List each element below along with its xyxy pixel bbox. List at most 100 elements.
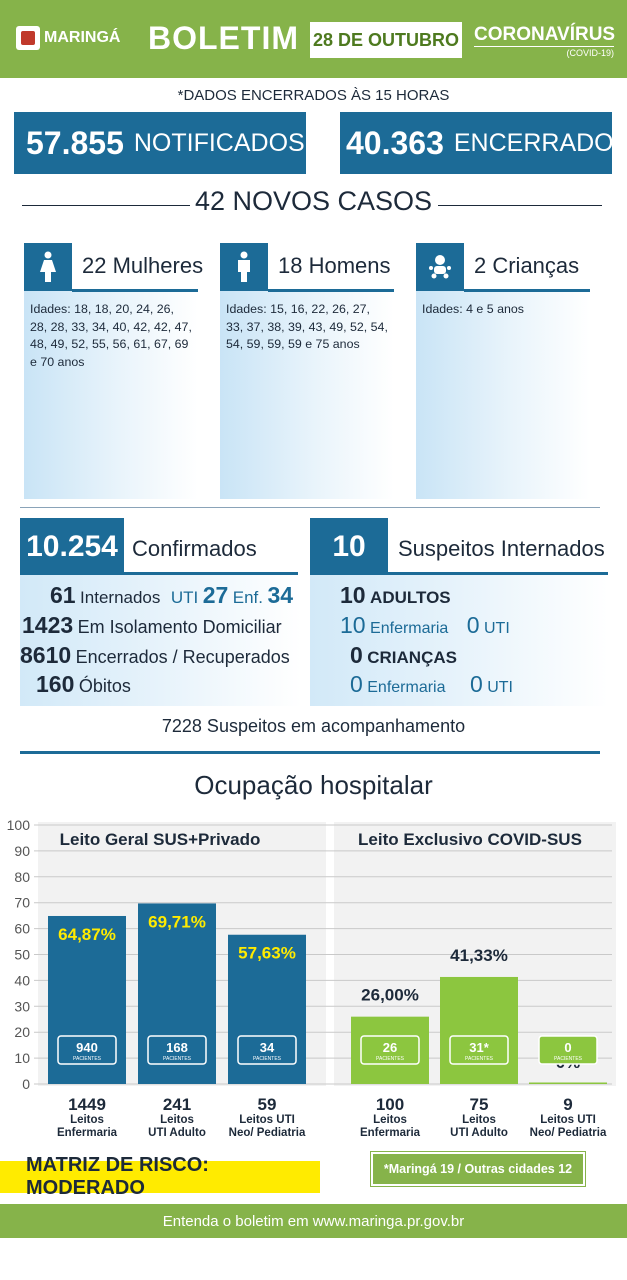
closed-label: ENCERRADOS [453, 128, 627, 157]
patients-badge [360, 1035, 420, 1065]
monitoring-text: 7228 Suspeitos em acompanhamento [161, 716, 466, 736]
beds-count: 100 [376, 1095, 404, 1114]
y-tick-label: 20 [14, 1024, 30, 1040]
patients-count: 168 [166, 1040, 188, 1055]
logo-text: MARINGÁ [44, 29, 121, 46]
patients-label: PACIENTES [465, 1056, 494, 1062]
men-group: 18 Homens Idades: 15, 16, 22, 26, 27, 33… [220, 243, 394, 499]
patients-label: PACIENTES [376, 1056, 405, 1062]
beds-count: 59 [258, 1095, 277, 1114]
cities-note: *Maringá 19 / Outras cidades 12 [371, 1152, 585, 1186]
women-count: 22 Mulheres [82, 253, 204, 278]
bar [440, 976, 518, 1084]
bar-value-label: 64,87% [58, 925, 116, 944]
patients-badge [147, 1035, 207, 1065]
woman-icon [24, 243, 72, 291]
y-tick-label: 30 [14, 998, 30, 1014]
adults-beds-row: 10 Enfermaria 0 UTI [340, 612, 510, 638]
notified-box: 57.855 NOTIFICADOS [14, 112, 306, 174]
category-label-2: Neo/ Pediatria [530, 1127, 607, 1139]
category-label-2: Enfermaria [360, 1127, 421, 1139]
brand-title: CORONAVÍRUS [474, 24, 616, 45]
new-cases-heading: 42 NOVOS CASOS [194, 186, 433, 216]
patients-badge [538, 1035, 598, 1065]
brand-subtitle: (COVID-19) [474, 46, 614, 58]
bulletin-date: 28 DE OUTUBRO [310, 22, 462, 58]
patients-label: PACIENTES [163, 1056, 192, 1062]
y-tick-label: 10 [14, 1050, 30, 1066]
confirmed-label: Confirmados [132, 536, 257, 561]
section-divider-thick [20, 751, 600, 754]
recovered-row: 8610 Encerrados / Recuperados [20, 642, 290, 668]
man-icon [220, 243, 268, 291]
y-tick-label: 70 [14, 895, 30, 911]
children-ages: Idades: 4 e 5 anos [422, 302, 524, 316]
y-tick-label: 80 [14, 869, 30, 885]
patients-label: PACIENTES [554, 1056, 583, 1062]
children-group: 2 Crianças Idades: 4 e 5 anos [416, 243, 590, 499]
category-label-1: Leitos [70, 1114, 104, 1126]
suspects-panel: 10 Suspeitos Internados 10 ADULTOS 10 En… [310, 518, 608, 706]
beds-count: 1449 [68, 1095, 106, 1114]
footer-link[interactable]: Entenda o boletim em www.maringa.pr.gov.… [0, 1204, 627, 1238]
panel-title: Leito Exclusivo COVID-SUS [358, 830, 582, 849]
patients-count: 34 [260, 1040, 275, 1055]
data-closed-note: *DADOS ENCERRADOS ÀS 15 HORAS [177, 87, 450, 104]
patients-label: PACIENTES [253, 1056, 282, 1062]
patients-label: PACIENTES [73, 1056, 102, 1062]
hospitalized-row: 61 Internados UTI 27 Enf. 34 [50, 582, 294, 608]
y-tick-label: 90 [14, 843, 30, 859]
women-group: 22 Mulheres Idades: 18, 18, 20, 24, 26, … [24, 243, 203, 499]
bar-value-label: 41,33% [450, 946, 508, 965]
notified-label: NOTIFICADOS [133, 128, 305, 157]
category-label-2: Neo/ Pediatria [229, 1127, 306, 1139]
bar [529, 1082, 607, 1084]
y-tick-label: 40 [14, 972, 30, 988]
y-tick-label: 0 [22, 1076, 30, 1092]
deaths-row: 160 Óbitos [36, 671, 131, 697]
beds-count: 241 [163, 1095, 191, 1114]
isolation-row: 1423 Em Isolamento Domiciliar [22, 612, 282, 638]
confirmed-panel: 10.254 Confirmados 61 Internados UTI 27 … [20, 518, 302, 706]
notified-count: 57.855 [26, 124, 124, 161]
y-tick-label: 100 [7, 817, 31, 833]
bar-value-label: 69,71% [148, 912, 206, 931]
category-label-1: Leitos [160, 1114, 194, 1126]
city-crest-icon [16, 26, 40, 50]
beds-count: 75 [470, 1095, 489, 1114]
patients-count: 940 [76, 1040, 98, 1055]
category-label-1: Leitos UTI [239, 1114, 295, 1126]
chart-title: Ocupação hospitalar [194, 770, 433, 800]
men-ages: Idades: 15, 16, 22, 26, 27, 33, 37, 38, … [226, 302, 388, 351]
patients-badge [57, 1035, 117, 1065]
children-beds-row: 0 Enfermaria 0 UTI [350, 671, 513, 697]
children-row: 0 CRIANÇAS [350, 642, 457, 668]
city-logo: MARINGÁ [16, 26, 120, 50]
patients-badge [237, 1035, 297, 1065]
panel-title: Leito Geral SUS+Privado [60, 830, 261, 849]
divider-right [438, 205, 602, 206]
women-ages: Idades: 18, 18, 20, 24, 26, 28, 28, 33, … [30, 302, 192, 369]
section-divider [20, 507, 600, 508]
children-count: 2 Crianças [474, 253, 580, 278]
suspects-count: 10 [310, 518, 388, 575]
category-label-1: Leitos UTI [540, 1114, 596, 1126]
patients-count: 0 [564, 1040, 571, 1055]
patients-count: 26 [383, 1040, 397, 1055]
y-tick-label: 50 [14, 947, 30, 963]
closed-count: 40.363 [346, 124, 444, 161]
beds-count: 9 [563, 1095, 572, 1114]
risk-matrix: MATRIZ DE RISCO: MODERADO [0, 1154, 320, 1199]
y-tick-label: 60 [14, 921, 30, 937]
category-label-1: Leitos [462, 1114, 496, 1126]
category-label-2: Enfermaria [57, 1127, 118, 1139]
suspects-label: Suspeitos Internados [398, 536, 605, 561]
category-label-2: UTI Adulto [148, 1127, 206, 1139]
bulletin-title: BOLETIM [148, 20, 299, 56]
men-count: 18 Homens [278, 253, 391, 278]
category-label-2: UTI Adulto [450, 1127, 508, 1139]
divider-left [22, 205, 190, 206]
bar-value-label: 57,63% [238, 944, 296, 963]
closed-box: 40.363 ENCERRADOS [340, 112, 627, 174]
